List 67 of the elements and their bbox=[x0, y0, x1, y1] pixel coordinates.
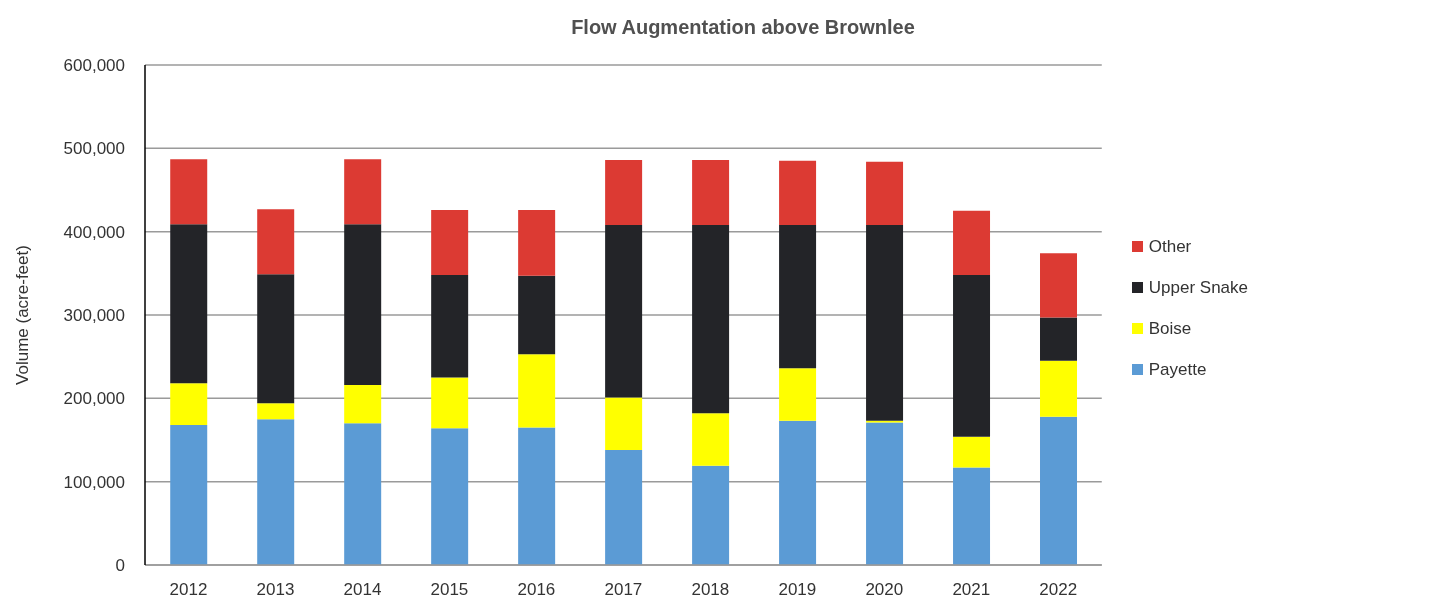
bar bbox=[605, 160, 643, 225]
bar bbox=[866, 161, 904, 225]
x-tick-label: 2018 bbox=[691, 580, 730, 600]
bar bbox=[431, 428, 469, 565]
bar bbox=[257, 403, 295, 420]
bar bbox=[779, 160, 817, 225]
bar bbox=[257, 209, 295, 275]
y-axis-title: Volume (acre-feet) bbox=[12, 245, 32, 385]
bar bbox=[170, 425, 208, 565]
x-tick-label: 2017 bbox=[604, 580, 643, 600]
y-tick-label: 0 bbox=[115, 556, 125, 576]
bar bbox=[692, 160, 730, 225]
legend-label: Upper Snake bbox=[1148, 277, 1248, 298]
x-tick-label: 2013 bbox=[256, 580, 295, 600]
bar bbox=[953, 467, 991, 565]
bar bbox=[257, 274, 295, 404]
bar bbox=[257, 419, 295, 565]
bar bbox=[344, 385, 382, 424]
x-tick-label: 2021 bbox=[952, 580, 991, 600]
bar bbox=[518, 354, 556, 428]
bar bbox=[431, 275, 469, 378]
x-tick-label: 2020 bbox=[865, 580, 904, 600]
bar bbox=[518, 210, 556, 276]
chart-title: Flow Augmentation above Brownlee bbox=[570, 16, 916, 39]
bar bbox=[344, 423, 382, 565]
y-tick-label: 500,000 bbox=[63, 139, 125, 159]
bar bbox=[605, 397, 643, 450]
bar bbox=[953, 436, 991, 468]
bar bbox=[953, 210, 991, 275]
bar bbox=[779, 225, 817, 369]
bar bbox=[344, 159, 382, 225]
x-tick-label: 2012 bbox=[169, 580, 208, 600]
bar bbox=[1040, 416, 1078, 565]
legend-label: Other bbox=[1148, 236, 1192, 257]
bar bbox=[953, 275, 991, 437]
bar bbox=[1040, 317, 1078, 361]
bar bbox=[170, 383, 208, 425]
bar bbox=[692, 465, 730, 565]
bar bbox=[692, 413, 730, 466]
bar bbox=[866, 422, 904, 565]
bar bbox=[170, 159, 208, 225]
bar bbox=[518, 427, 556, 565]
bar bbox=[1040, 360, 1078, 417]
bar bbox=[779, 368, 817, 421]
bar bbox=[431, 210, 469, 275]
x-tick-label: 2019 bbox=[778, 580, 817, 600]
legend-label: Payette bbox=[1148, 359, 1207, 380]
y-tick-label: 100,000 bbox=[63, 472, 125, 492]
legend-label: Boise bbox=[1148, 318, 1192, 339]
bar bbox=[1040, 253, 1078, 318]
bar bbox=[692, 225, 730, 414]
bar bbox=[605, 450, 643, 565]
y-tick-label: 200,000 bbox=[63, 389, 125, 409]
bar bbox=[518, 275, 556, 355]
y-tick-label: 600,000 bbox=[63, 56, 125, 76]
bar bbox=[344, 224, 382, 385]
bar bbox=[866, 225, 904, 421]
x-tick-label: 2016 bbox=[517, 580, 556, 600]
bar bbox=[170, 224, 208, 384]
x-tick-label: 2022 bbox=[1039, 580, 1078, 600]
bar bbox=[779, 420, 817, 565]
y-tick-label: 300,000 bbox=[63, 306, 125, 326]
x-tick-label: 2014 bbox=[343, 580, 382, 600]
bar bbox=[605, 225, 643, 398]
x-tick-label: 2015 bbox=[430, 580, 469, 600]
y-tick-label: 400,000 bbox=[63, 222, 125, 242]
bar bbox=[431, 377, 469, 429]
